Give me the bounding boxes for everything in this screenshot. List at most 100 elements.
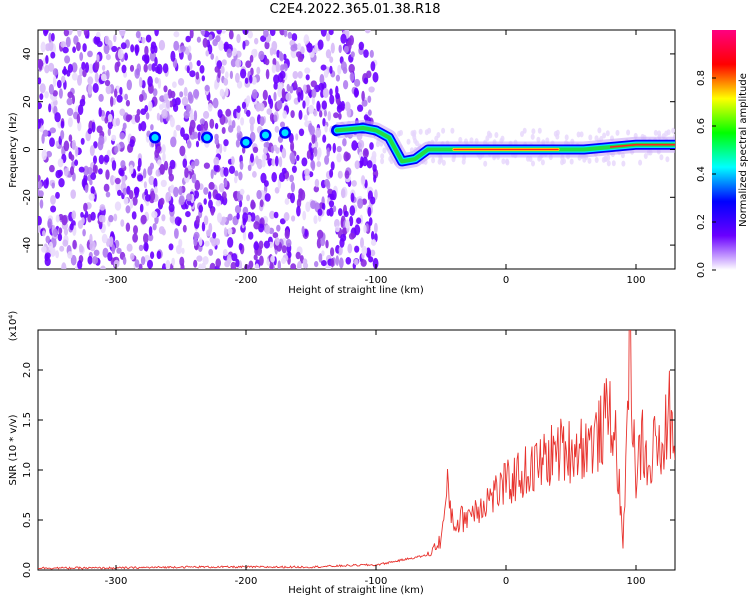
noise-speck	[246, 95, 251, 105]
noise-speck	[198, 263, 203, 269]
noise-speck	[283, 53, 287, 61]
noise-speck	[71, 210, 77, 220]
noise-speck	[59, 245, 65, 252]
noise-speck	[357, 198, 364, 209]
noise-speck	[271, 40, 278, 52]
haze-speck	[406, 138, 411, 145]
noise-speck	[354, 258, 359, 266]
noise-speck	[144, 45, 149, 56]
noise-speck	[236, 212, 240, 220]
noise-speck	[273, 82, 279, 90]
noise-speck	[364, 30, 371, 34]
noise-speck	[114, 177, 121, 185]
noise-speck	[170, 136, 177, 148]
noise-speck	[126, 243, 133, 252]
noise-speck	[213, 164, 219, 172]
haze-speck	[441, 127, 446, 134]
noise-speck	[65, 36, 71, 48]
noise-speck	[185, 35, 191, 43]
noise-speck	[196, 60, 201, 67]
signal-trace	[149, 120, 675, 170]
noise-speck	[338, 208, 343, 217]
noise-speck	[329, 65, 333, 74]
spectrogram-x-label: Height of straight line (km)	[288, 285, 424, 296]
noise-speck	[129, 253, 135, 261]
noise-speck	[173, 40, 180, 51]
noise-speck	[151, 210, 158, 219]
noise-speck	[343, 45, 349, 54]
noise-speck	[324, 178, 330, 187]
noise-speck	[151, 63, 156, 72]
noise-speck	[291, 33, 298, 42]
noise-speck	[360, 174, 366, 186]
noise-speck	[304, 229, 308, 237]
noise-speck	[273, 74, 280, 84]
noise-speck	[281, 88, 286, 98]
noise-speck	[62, 68, 68, 75]
noise-speck	[315, 127, 322, 138]
noise-speck	[311, 88, 317, 99]
noise-speck	[48, 32, 52, 43]
noise-speck	[330, 257, 335, 268]
noise-speck	[119, 30, 126, 36]
noise-speck	[39, 93, 44, 100]
noise-speck	[74, 145, 79, 157]
haze-speck	[664, 130, 669, 137]
noise-speck	[285, 238, 292, 248]
noise-speck	[89, 145, 95, 157]
noise-speck	[79, 52, 84, 61]
noise-speck	[186, 65, 190, 74]
noise-speck	[116, 94, 123, 103]
noise-speck	[372, 164, 377, 172]
snr-x-label: Height of straight line (km)	[288, 585, 424, 596]
noise-speck	[374, 189, 378, 201]
noise-speck	[227, 213, 233, 221]
noise-speck	[272, 58, 277, 66]
noise-speck	[290, 192, 295, 204]
noise-speck	[161, 144, 166, 154]
noise-speck	[44, 252, 51, 259]
noise-speck	[84, 210, 89, 218]
noise-speck	[321, 250, 325, 257]
noise-speck	[303, 114, 308, 121]
noise-speck	[250, 153, 254, 163]
noise-speck	[305, 84, 311, 94]
haze-speck	[569, 158, 574, 165]
noise-speck	[140, 256, 146, 266]
haze-speck	[638, 159, 643, 166]
noise-speck	[93, 141, 98, 149]
noise-speck	[190, 161, 196, 170]
noise-speck	[196, 255, 203, 262]
noise-speck	[134, 68, 140, 79]
noise-speck	[48, 103, 52, 113]
colorbar-ticks: 0.0 0.2 0.4 0.6 0.8	[696, 70, 716, 278]
colorbar-tick-label: 0.6	[696, 118, 707, 134]
noise-speck	[289, 85, 294, 94]
noise-speck	[280, 121, 285, 128]
noise-speck	[270, 145, 274, 154]
noise-speck	[239, 188, 245, 195]
noise-speck	[358, 41, 364, 51]
noise-speck	[70, 254, 77, 266]
noise-speck	[290, 140, 295, 152]
haze-speck	[494, 132, 499, 138]
noise-speck	[106, 149, 111, 157]
noise-speck	[144, 105, 149, 113]
noise-speck	[304, 168, 310, 176]
noise-speck	[203, 120, 209, 131]
noise-speck	[38, 58, 44, 69]
noise-speck	[183, 110, 190, 119]
snr-line	[38, 330, 675, 570]
noise-speck	[114, 88, 118, 98]
noise-speck	[263, 240, 270, 249]
noise-speck	[47, 218, 53, 229]
noise-speck	[179, 145, 186, 157]
noise-speck	[225, 71, 229, 79]
noise-speck	[264, 193, 271, 202]
noise-speck	[121, 174, 126, 185]
haze-speck	[505, 159, 510, 166]
haze-speck	[531, 160, 535, 167]
noise-speck	[154, 77, 159, 84]
noise-speck	[203, 198, 207, 205]
noise-speck	[43, 179, 49, 189]
